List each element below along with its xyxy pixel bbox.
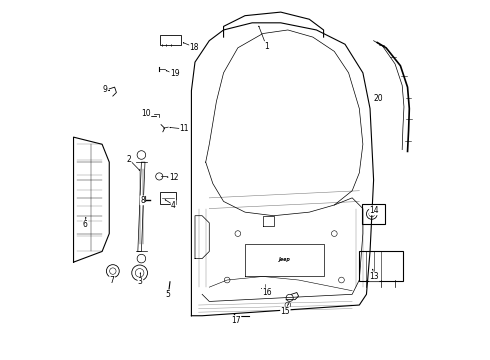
Text: 15: 15 xyxy=(281,307,290,316)
Text: 13: 13 xyxy=(369,272,379,281)
Text: 17: 17 xyxy=(231,315,241,324)
Text: 20: 20 xyxy=(373,94,383,103)
Text: 7: 7 xyxy=(110,275,115,284)
Text: Jeep: Jeep xyxy=(278,257,290,262)
Text: 12: 12 xyxy=(169,174,178,183)
Text: 16: 16 xyxy=(262,288,272,297)
Text: 11: 11 xyxy=(179,125,189,134)
Text: 19: 19 xyxy=(170,69,179,78)
Text: 18: 18 xyxy=(190,42,199,51)
Text: 10: 10 xyxy=(141,109,151,118)
Text: 8: 8 xyxy=(140,196,145,205)
Text: 4: 4 xyxy=(171,201,176,210)
Text: 1: 1 xyxy=(264,41,269,50)
Text: 3: 3 xyxy=(138,277,143,286)
Text: 5: 5 xyxy=(166,290,171,299)
Text: 6: 6 xyxy=(83,220,88,229)
Text: 14: 14 xyxy=(369,206,379,215)
Text: 2: 2 xyxy=(126,155,131,164)
Text: 9: 9 xyxy=(102,85,107,94)
